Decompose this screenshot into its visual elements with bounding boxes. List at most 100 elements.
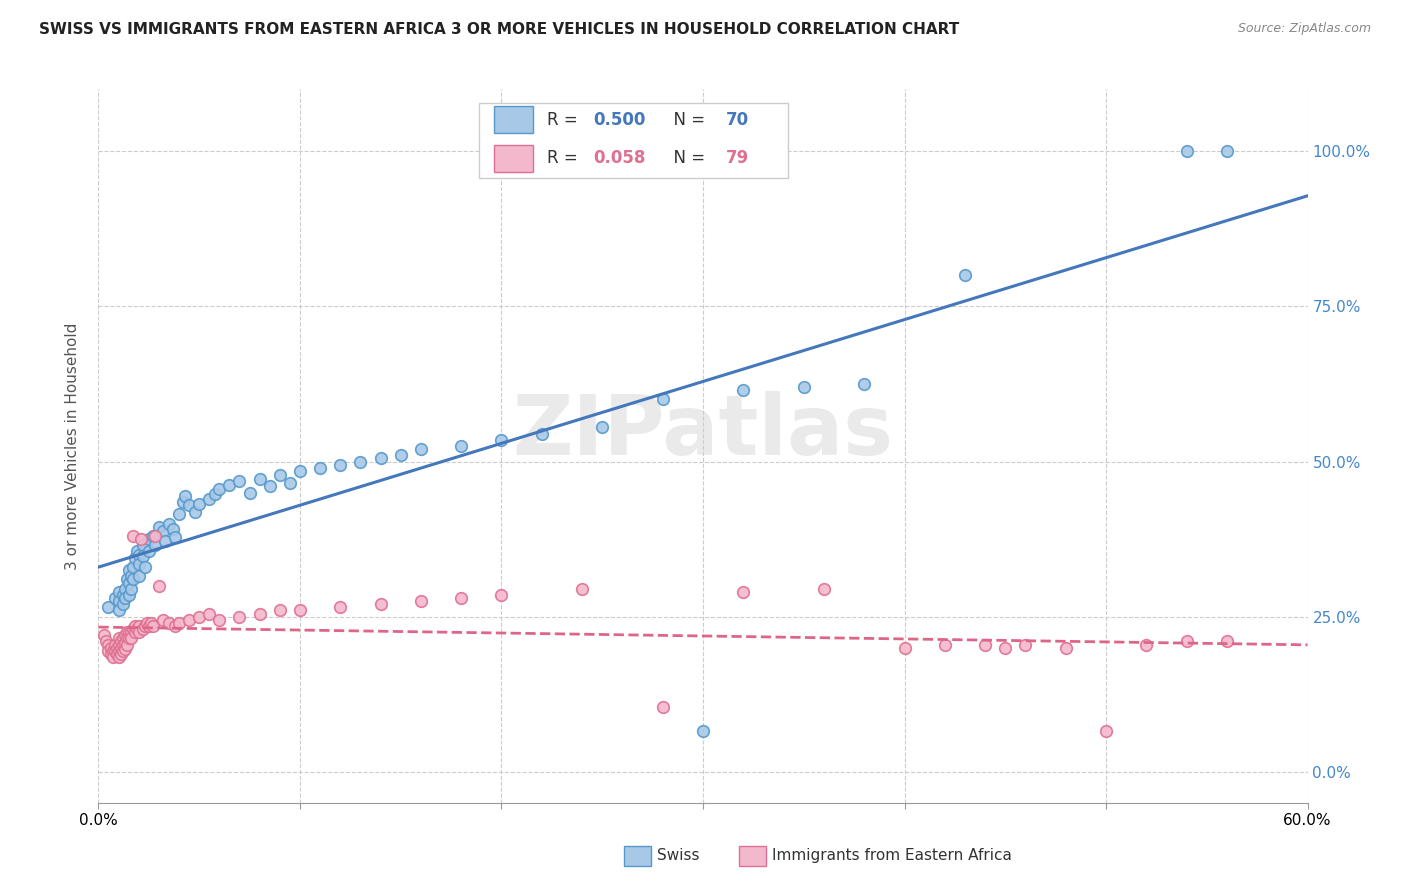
Point (121, 622, 143, 636)
Point (96, 634, 118, 648)
Point (124, 625, 146, 640)
Point (120, 569, 142, 583)
Point (651, 392, 673, 407)
Point (107, 584, 129, 599)
Text: N =: N = (664, 150, 710, 168)
Text: N =: N = (664, 111, 710, 128)
Point (228, 609, 250, 624)
Point (114, 628, 136, 642)
Point (278, 476, 301, 491)
Text: Swiss: Swiss (657, 848, 700, 863)
Point (103, 591, 125, 605)
Point (184, 505, 207, 519)
Point (1054, 640, 1077, 655)
Point (121, 529, 143, 543)
Point (813, 582, 835, 596)
Point (198, 491, 221, 506)
Point (142, 529, 165, 543)
Point (733, 584, 755, 599)
Point (1135, 638, 1157, 652)
Point (491, 433, 513, 447)
Point (132, 622, 155, 636)
Point (103, 638, 125, 652)
Point (115, 625, 138, 640)
Point (111, 638, 134, 652)
Point (953, 268, 976, 283)
Point (97, 644, 120, 658)
Point (450, 591, 472, 605)
Point (174, 489, 197, 503)
Point (134, 560, 156, 574)
Point (793, 380, 815, 394)
Point (148, 519, 170, 533)
Point (370, 597, 392, 611)
Point (167, 508, 190, 522)
FancyBboxPatch shape (624, 846, 651, 865)
Point (107, 650, 129, 665)
Point (121, 560, 143, 574)
Point (114, 641, 136, 656)
Point (143, 538, 166, 552)
Text: SWISS VS IMMIGRANTS FROM EASTERN AFRICA 3 OR MORE VEHICLES IN HOUSEHOLD CORRELAT: SWISS VS IMMIGRANTS FROM EASTERN AFRICA … (39, 22, 960, 37)
Point (530, 426, 553, 441)
Point (135, 615, 157, 630)
Point (389, 448, 412, 462)
Point (120, 632, 142, 646)
Point (208, 613, 231, 627)
Point (111, 632, 134, 646)
Point (107, 594, 129, 608)
Point (143, 529, 166, 543)
Point (172, 495, 194, 509)
Point (124, 550, 146, 565)
Point (128, 569, 150, 583)
Point (100, 640, 122, 655)
Point (974, 638, 997, 652)
FancyBboxPatch shape (494, 145, 533, 172)
Point (138, 619, 160, 633)
Point (733, 383, 755, 397)
Point (208, 483, 231, 497)
Point (409, 442, 432, 456)
Text: 0.500: 0.500 (593, 111, 645, 128)
Y-axis label: 3 or more Vehicles in Household: 3 or more Vehicles in Household (65, 322, 80, 570)
Point (349, 454, 371, 468)
Point (148, 579, 170, 593)
Point (124, 619, 146, 633)
Text: ZIPatlas: ZIPatlas (513, 392, 893, 472)
Point (188, 609, 211, 624)
Point (101, 650, 124, 665)
Text: R =: R = (547, 111, 583, 128)
Point (118, 563, 141, 577)
FancyBboxPatch shape (479, 103, 787, 178)
Point (249, 472, 271, 486)
Point (111, 588, 134, 602)
Point (163, 530, 186, 544)
Point (107, 638, 129, 652)
Point (1175, 145, 1198, 159)
Point (107, 632, 129, 646)
Point (1216, 634, 1239, 648)
Point (1216, 145, 1239, 159)
Point (142, 619, 165, 633)
Point (591, 420, 613, 434)
Point (218, 478, 240, 492)
Text: Source: ZipAtlas.com: Source: ZipAtlas.com (1237, 22, 1371, 36)
Point (288, 464, 311, 478)
Point (105, 647, 128, 661)
Point (167, 615, 190, 630)
Point (162, 522, 184, 536)
Point (134, 619, 156, 633)
Point (157, 516, 180, 531)
Point (121, 573, 143, 587)
Point (107, 644, 129, 658)
Point (138, 532, 160, 546)
Point (128, 557, 150, 571)
FancyBboxPatch shape (740, 846, 766, 865)
Point (128, 625, 150, 640)
Point (128, 548, 150, 562)
Point (269, 468, 291, 483)
Text: Immigrants from Eastern Africa: Immigrants from Eastern Africa (772, 848, 1012, 863)
Point (118, 625, 141, 640)
Point (125, 544, 148, 558)
Point (1014, 638, 1036, 652)
